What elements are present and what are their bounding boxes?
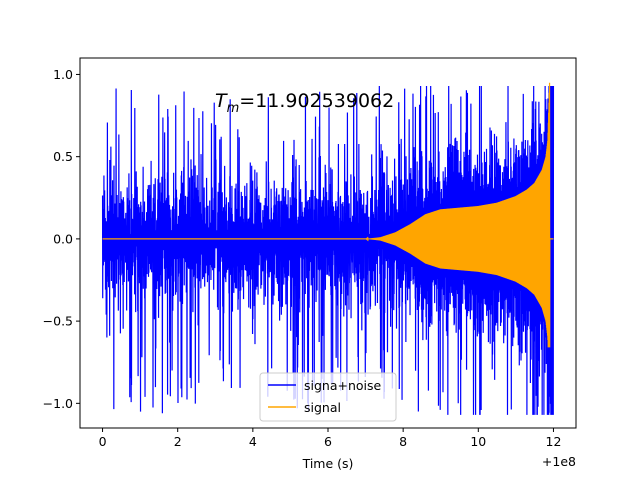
x-tick-label: 6 (324, 434, 332, 449)
x-tick-label: 12 (546, 434, 562, 449)
x-tick-label: 10 (470, 434, 486, 449)
x-tick-label: 8 (399, 434, 407, 449)
y-tick-label: 1.0 (53, 67, 73, 82)
x-axis-label: Time (s) (302, 456, 354, 471)
legend: signa+noise signal (259, 372, 397, 422)
annotation-value: =11.902539062 (239, 90, 394, 112)
y-tick-label: 0.0 (53, 231, 73, 246)
x-offset-label: +1e8 (542, 454, 576, 469)
x-tick-label: 4 (249, 434, 257, 449)
y-tick-label: −0.5 (43, 314, 73, 329)
plot-area (101, 82, 555, 415)
annotation-subscript: m (227, 101, 240, 116)
annotation-symbol: T (215, 90, 228, 112)
x-tick-label: 0 (99, 434, 107, 449)
y-tick-label: −1.0 (43, 396, 73, 411)
x-axis: 0 2 4 6 8 10 12 (99, 428, 562, 449)
y-tick-label: 0.5 (53, 149, 73, 164)
series-line-signal (102, 82, 554, 348)
legend-label-signal: signal (304, 400, 341, 415)
legend-label-signal-noise: signa+noise (304, 378, 382, 393)
x-tick-label: 2 (174, 434, 182, 449)
annotation: Tm=11.902539062 (215, 90, 394, 116)
y-axis: −1.0 −0.5 0.0 0.5 1.0 (43, 67, 80, 411)
